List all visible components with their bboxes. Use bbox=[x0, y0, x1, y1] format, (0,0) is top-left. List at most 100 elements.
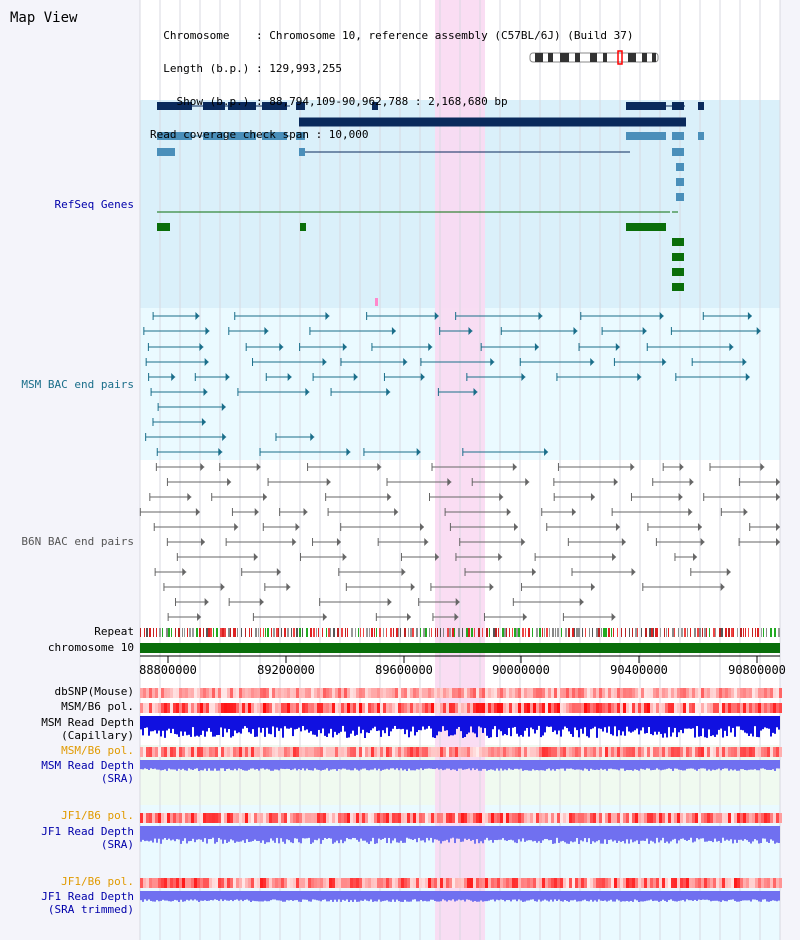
depth-bar bbox=[496, 716, 498, 738]
heat-cell bbox=[518, 878, 521, 888]
depth-bar bbox=[342, 716, 344, 726]
heat-cell bbox=[617, 747, 620, 757]
track-label-msm-b6-pol-2[interactable]: MSM/B6 pol. bbox=[61, 744, 134, 757]
repeat-element bbox=[233, 628, 235, 637]
heat-cell bbox=[692, 703, 695, 713]
repeat-element bbox=[296, 628, 298, 637]
heat-cell bbox=[506, 688, 509, 698]
repeat-element bbox=[598, 628, 600, 637]
heat-cell bbox=[725, 813, 728, 823]
track-label-msm-b6-pol-1[interactable]: MSM/B6 pol. bbox=[61, 700, 134, 713]
pair-end-arrow bbox=[292, 538, 297, 546]
depth-bar bbox=[664, 716, 666, 734]
repeat-element bbox=[763, 628, 764, 637]
pair-end-arrow bbox=[205, 327, 210, 335]
depth-bar bbox=[608, 760, 610, 769]
repeat-element bbox=[687, 628, 688, 637]
heat-cell bbox=[575, 703, 578, 713]
heat-cell bbox=[602, 747, 605, 757]
depth-bar bbox=[282, 716, 284, 738]
depth-bar bbox=[774, 891, 776, 901]
heat-cell bbox=[779, 747, 782, 757]
depth-bar bbox=[760, 826, 762, 844]
depth-bar bbox=[588, 891, 590, 902]
depth-bar bbox=[678, 760, 680, 770]
msm-b6-pol-heatmap-2 bbox=[140, 747, 782, 757]
track-label-b6n-bac[interactable]: B6N BAC end pairs bbox=[21, 535, 134, 548]
track-label-msm-depth-capillary[interactable]: MSM Read Depth bbox=[41, 716, 134, 729]
depth-bar bbox=[576, 891, 578, 902]
depth-bar bbox=[748, 891, 750, 901]
depth-bar bbox=[290, 760, 292, 771]
depth-bar bbox=[774, 716, 776, 734]
heat-cell bbox=[296, 688, 299, 698]
heat-cell bbox=[593, 747, 596, 757]
depth-bar bbox=[222, 760, 224, 769]
heat-cell bbox=[200, 747, 203, 757]
heat-cell bbox=[320, 747, 323, 757]
heat-cell bbox=[422, 813, 425, 823]
depth-bar bbox=[154, 760, 156, 769]
depth-bar bbox=[238, 716, 240, 733]
heat-cell bbox=[257, 747, 260, 757]
heat-cell bbox=[776, 688, 779, 698]
heat-cell bbox=[227, 878, 230, 888]
heat-cell bbox=[563, 747, 566, 757]
depth-bar bbox=[294, 826, 296, 839]
depth-bar bbox=[474, 826, 476, 844]
depth-bar bbox=[278, 760, 280, 771]
track-label-repeat[interactable]: Repeat bbox=[94, 625, 134, 638]
pair-end-arrow bbox=[499, 493, 504, 501]
track-label-refseq-genes[interactable]: RefSeq Genes bbox=[54, 198, 134, 211]
track-label-msm-bac[interactable]: MSM BAC end pairs bbox=[21, 378, 134, 391]
depth-bar bbox=[652, 716, 654, 736]
track-label-msm-depth-sra[interactable]: MSM Read Depth bbox=[41, 759, 134, 772]
depth-bar bbox=[206, 826, 208, 844]
depth-bar bbox=[720, 716, 722, 729]
track-label-dbsnp[interactable]: dbSNP(Mouse) bbox=[54, 685, 134, 698]
gene-exon bbox=[676, 178, 684, 186]
depth-bar bbox=[534, 760, 536, 771]
depth-bar bbox=[722, 716, 724, 738]
track-label-jf1-depth-sra[interactable]: JF1 Read Depth bbox=[41, 825, 134, 838]
pair-end-arrow bbox=[276, 568, 281, 576]
heat-cell bbox=[287, 878, 290, 888]
heat-cell bbox=[728, 703, 731, 713]
heat-cell bbox=[776, 747, 779, 757]
depth-bar bbox=[750, 826, 752, 844]
track-label-jf1-depth-trimmed[interactable]: JF1 Read Depth bbox=[41, 890, 134, 903]
depth-bar bbox=[448, 891, 450, 901]
depth-bar bbox=[514, 716, 516, 727]
heat-cell bbox=[662, 703, 665, 713]
heat-cell bbox=[692, 878, 695, 888]
heat-cell bbox=[677, 688, 680, 698]
depth-bar bbox=[486, 826, 488, 838]
depth-bar bbox=[588, 826, 590, 839]
heat-cell bbox=[152, 813, 155, 823]
pair-end-arrow bbox=[428, 343, 433, 351]
heat-cell bbox=[140, 688, 143, 698]
depth-bar bbox=[542, 716, 544, 736]
heat-cell bbox=[395, 747, 398, 757]
track-label-jf1-b6-pol-2[interactable]: JF1/B6 pol. bbox=[61, 875, 134, 888]
depth-bar bbox=[758, 826, 760, 844]
depth-bar bbox=[376, 826, 378, 844]
depth-bar bbox=[458, 760, 460, 769]
track-label-jf1-depth-sra-sub: (SRA) bbox=[100, 838, 134, 851]
heat-cell bbox=[374, 747, 377, 757]
heat-cell bbox=[188, 813, 191, 823]
heat-cell bbox=[473, 878, 476, 888]
heat-cell bbox=[224, 878, 227, 888]
track-label-jf1-b6-pol-1[interactable]: JF1/B6 pol. bbox=[61, 809, 134, 822]
depth-bar bbox=[524, 716, 526, 731]
b6n-bac-pair bbox=[267, 478, 331, 486]
heat-cell bbox=[416, 878, 419, 888]
track-label-msm-depth-capillary-sub: (Capillary) bbox=[61, 729, 134, 742]
heat-cell bbox=[245, 813, 248, 823]
b6n-bac-pair bbox=[319, 598, 392, 606]
depth-bar bbox=[468, 891, 470, 900]
pair-end-arrow bbox=[747, 312, 752, 320]
depth-bar bbox=[652, 826, 654, 842]
heat-cell bbox=[707, 747, 710, 757]
depth-bar bbox=[774, 826, 776, 844]
